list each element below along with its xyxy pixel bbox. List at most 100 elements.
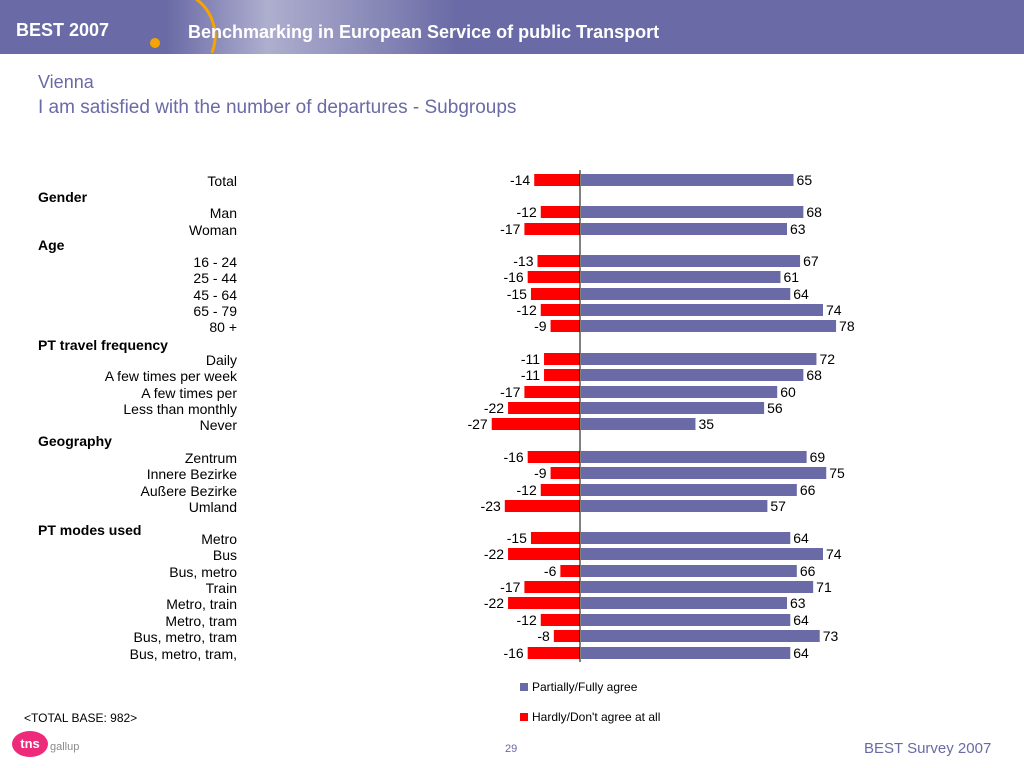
agree-bar — [581, 223, 788, 235]
disagree-value-label: -16 — [503, 269, 523, 285]
disagree-bar — [530, 532, 580, 544]
row-label: Bus — [213, 547, 237, 563]
agree-value-label: 67 — [803, 253, 819, 269]
agree-bar — [581, 304, 823, 316]
agree-value-label: 35 — [698, 416, 714, 432]
agree-value-label: 66 — [800, 482, 816, 498]
agree-bar — [581, 581, 814, 593]
disagree-bar — [508, 597, 580, 609]
disagree-value-label: -15 — [507, 530, 527, 546]
agree-value-label: 78 — [839, 318, 855, 334]
row-label: Woman — [189, 222, 237, 238]
row-label: 45 - 64 — [193, 287, 237, 303]
row-label: Daily — [206, 352, 237, 368]
disagree-value-label: -23 — [481, 498, 501, 514]
disagree-bar — [540, 206, 580, 218]
agree-bar — [581, 386, 778, 398]
disagree-value-label: -9 — [534, 318, 547, 334]
disagree-bar — [553, 630, 580, 642]
disagree-value-label: -16 — [503, 645, 523, 661]
agree-bar — [581, 500, 768, 512]
agree-value-label: 74 — [826, 302, 842, 318]
agree-bar — [581, 647, 791, 659]
disagree-value-label: -16 — [503, 449, 523, 465]
agree-bar — [581, 548, 823, 560]
agree-value-label: 69 — [810, 449, 826, 465]
disagree-value-label: -15 — [507, 286, 527, 302]
agree-bar — [581, 271, 781, 283]
disagree-bar — [550, 320, 580, 332]
agree-value-label: 63 — [790, 221, 806, 237]
agree-bar — [581, 614, 791, 626]
row-label: Bus, metro, tram, — [130, 646, 237, 662]
row-label: Bus, metro, tram — [134, 629, 237, 645]
group-heading: Geography — [38, 433, 112, 449]
agree-bar — [581, 402, 765, 414]
disagree-value-label: -8 — [537, 628, 550, 644]
disagree-bar — [527, 647, 580, 659]
disagree-bar — [527, 451, 580, 463]
row-label: Metro, tram — [165, 613, 237, 629]
gallup-label: gallup — [50, 741, 80, 753]
disagree-value-label: -17 — [500, 221, 520, 237]
agree-bar — [581, 484, 797, 496]
disagree-value-label: -17 — [500, 384, 520, 400]
row-label: Man — [210, 205, 237, 221]
disagree-bar — [540, 614, 580, 626]
agree-value-label: 75 — [829, 465, 845, 481]
page-title: Vienna — [38, 72, 94, 92]
row-label: A few times per — [141, 385, 237, 401]
page-subtitle: I am satisfied with the number of depart… — [38, 97, 517, 118]
row-label: Außere Bezirke — [141, 483, 238, 499]
header-dot-decoration — [150, 38, 160, 48]
agree-value-label: 63 — [790, 595, 806, 611]
disagree-bar — [534, 174, 580, 186]
row-label: Bus, metro — [169, 564, 237, 580]
agree-bar — [581, 288, 791, 300]
disagree-value-label: -6 — [544, 563, 557, 579]
agree-bar — [581, 467, 827, 479]
legend-swatch-agree — [520, 682, 528, 691]
agree-bar — [581, 369, 804, 381]
disagree-value-label: -22 — [484, 400, 504, 416]
agree-value-label: 61 — [783, 269, 799, 285]
group-heading: Age — [38, 237, 65, 253]
tns-logo: tns — [12, 731, 48, 757]
brand-title: BEST 2007 — [16, 20, 110, 40]
agree-value-label: 64 — [793, 612, 809, 628]
agree-value-label: 60 — [780, 384, 796, 400]
disagree-value-label: -22 — [484, 595, 504, 611]
agree-value-label: 64 — [793, 530, 809, 546]
disagree-value-label: -11 — [521, 367, 540, 383]
disagree-bar — [504, 500, 580, 512]
disagree-bar — [508, 402, 580, 414]
row-label: Less than monthly — [123, 401, 237, 417]
disagree-bar — [544, 369, 580, 381]
legend-item-disagree: Hardly/Don't agree at all — [520, 710, 660, 724]
survey-label: BEST Survey 2007 — [864, 740, 992, 757]
header-tagline: Benchmarking in European Service of publ… — [188, 22, 660, 42]
agree-value-label: 74 — [826, 546, 842, 562]
disagree-bar — [491, 418, 580, 430]
disagree-bar — [550, 467, 580, 479]
legend-label-agree: Partially/Fully agree — [532, 680, 638, 694]
diverging-bar-chart: Total 65 -14 Gender Man 68 -12 Woman 63 -17 Age 16 … — [38, 170, 855, 662]
disagree-value-label: -12 — [517, 204, 537, 220]
disagree-value-label: -9 — [534, 465, 547, 481]
agree-value-label: 71 — [816, 579, 832, 595]
row-label: A few times per week — [105, 368, 238, 384]
agree-value-label: 68 — [806, 204, 822, 220]
agree-value-label: 65 — [797, 172, 813, 188]
disagree-bar — [530, 288, 580, 300]
disagree-bar — [544, 353, 580, 365]
agree-value-label: 64 — [793, 286, 809, 302]
agree-bar — [581, 630, 820, 642]
legend-label-disagree: Hardly/Don't agree at all — [532, 710, 661, 724]
group-heading: Gender — [38, 189, 88, 205]
disagree-bar — [524, 581, 580, 593]
row-label: 16 - 24 — [193, 254, 237, 270]
row-label: Metro — [201, 531, 237, 547]
row-label: 65 - 79 — [193, 303, 237, 319]
row-label: Never — [200, 417, 238, 433]
agree-bar — [581, 255, 801, 267]
